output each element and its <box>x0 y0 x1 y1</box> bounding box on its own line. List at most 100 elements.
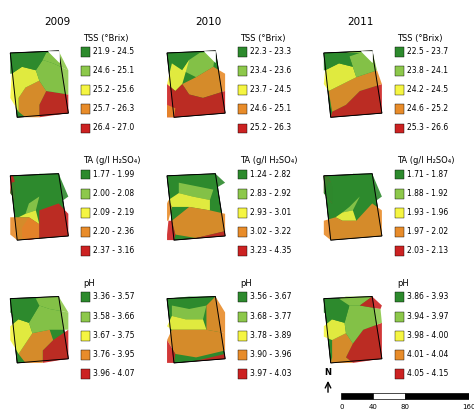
Polygon shape <box>324 174 382 240</box>
Polygon shape <box>167 316 207 330</box>
Bar <box>395 66 404 76</box>
Polygon shape <box>10 53 46 74</box>
Text: 2010: 2010 <box>195 17 222 27</box>
Polygon shape <box>18 330 53 363</box>
Bar <box>238 124 247 133</box>
Polygon shape <box>179 183 213 200</box>
Bar <box>81 124 91 133</box>
Text: 1.97 - 2.02: 1.97 - 2.02 <box>407 227 448 236</box>
Bar <box>238 66 247 76</box>
Polygon shape <box>29 306 68 333</box>
Text: 25.3 - 26.6: 25.3 - 26.6 <box>407 123 448 133</box>
Text: 80: 80 <box>401 404 410 410</box>
Text: pH: pH <box>397 279 409 288</box>
Polygon shape <box>361 51 372 62</box>
Bar <box>81 208 91 218</box>
Bar <box>373 393 405 399</box>
Bar <box>395 369 404 379</box>
Polygon shape <box>36 60 68 94</box>
Polygon shape <box>324 51 382 117</box>
Bar <box>395 208 404 218</box>
Polygon shape <box>167 60 189 91</box>
Bar <box>81 350 91 360</box>
Bar <box>341 393 373 399</box>
Bar <box>395 350 404 360</box>
Bar <box>238 331 247 341</box>
Polygon shape <box>167 174 225 240</box>
Polygon shape <box>168 193 210 210</box>
Polygon shape <box>324 64 356 91</box>
Text: pH: pH <box>83 279 95 288</box>
Polygon shape <box>339 296 372 306</box>
Bar <box>405 393 469 399</box>
Bar <box>238 189 247 199</box>
Polygon shape <box>167 51 215 77</box>
Polygon shape <box>349 51 377 77</box>
Bar <box>81 104 91 114</box>
Polygon shape <box>167 174 225 190</box>
Text: TSS (°Brix): TSS (°Brix) <box>397 33 443 43</box>
Text: 1.71 - 1.87: 1.71 - 1.87 <box>407 170 448 178</box>
Text: 23.8 - 24.1: 23.8 - 24.1 <box>407 66 448 75</box>
Polygon shape <box>172 207 225 238</box>
Text: 25.2 - 26.3: 25.2 - 26.3 <box>250 123 291 133</box>
Polygon shape <box>10 176 15 200</box>
Bar <box>81 170 91 179</box>
Polygon shape <box>174 354 225 363</box>
Text: 1.24 - 2.82: 1.24 - 2.82 <box>250 170 291 178</box>
Text: TA (g/l H₂SO₄): TA (g/l H₂SO₄) <box>240 156 298 166</box>
Polygon shape <box>324 296 382 363</box>
Text: TA (g/l H₂SO₄): TA (g/l H₂SO₄) <box>397 156 455 166</box>
Polygon shape <box>10 319 32 354</box>
Polygon shape <box>167 296 225 363</box>
Text: 3.58 - 3.66: 3.58 - 3.66 <box>93 311 135 321</box>
Bar <box>238 312 247 321</box>
Text: 2.00 - 2.08: 2.00 - 2.08 <box>93 189 135 198</box>
Polygon shape <box>167 200 172 221</box>
Text: 24.6 - 25.1: 24.6 - 25.1 <box>93 66 135 75</box>
Polygon shape <box>360 296 382 309</box>
Text: 2.93 - 3.01: 2.93 - 3.01 <box>250 208 292 217</box>
Polygon shape <box>36 174 68 204</box>
Polygon shape <box>167 221 175 240</box>
Bar <box>395 104 404 114</box>
Polygon shape <box>331 333 353 363</box>
Polygon shape <box>336 210 356 221</box>
Polygon shape <box>172 306 207 319</box>
Polygon shape <box>18 81 46 117</box>
Text: 3.98 - 4.00: 3.98 - 4.00 <box>407 331 448 340</box>
Bar <box>238 227 247 237</box>
Bar <box>81 66 91 76</box>
Text: 22.3 - 23.3: 22.3 - 23.3 <box>250 47 291 56</box>
Polygon shape <box>167 51 225 117</box>
Polygon shape <box>167 340 175 363</box>
Polygon shape <box>167 105 175 117</box>
Text: 21.9 - 24.5: 21.9 - 24.5 <box>93 47 135 56</box>
Polygon shape <box>10 51 68 117</box>
Polygon shape <box>167 296 215 309</box>
Text: 0: 0 <box>339 404 344 410</box>
Polygon shape <box>353 174 382 204</box>
Bar <box>395 331 404 341</box>
Bar <box>81 85 91 95</box>
Polygon shape <box>10 298 39 323</box>
Bar <box>395 312 404 321</box>
Text: 2009: 2009 <box>44 17 70 27</box>
Polygon shape <box>167 330 225 357</box>
Text: 3.56 - 3.67: 3.56 - 3.67 <box>250 292 292 301</box>
Polygon shape <box>43 51 68 70</box>
Polygon shape <box>36 296 68 312</box>
Text: 2011: 2011 <box>347 17 374 27</box>
Bar <box>81 246 91 256</box>
Polygon shape <box>22 217 39 240</box>
Text: 3.02 - 3.22: 3.02 - 3.22 <box>250 227 291 236</box>
Text: 1.88 - 1.92: 1.88 - 1.92 <box>407 189 448 198</box>
Polygon shape <box>10 174 68 240</box>
Polygon shape <box>324 176 332 204</box>
Polygon shape <box>26 196 39 214</box>
Bar <box>395 246 404 256</box>
Bar <box>395 189 404 199</box>
Text: 40: 40 <box>369 404 378 410</box>
Bar <box>238 208 247 218</box>
Bar <box>81 227 91 237</box>
